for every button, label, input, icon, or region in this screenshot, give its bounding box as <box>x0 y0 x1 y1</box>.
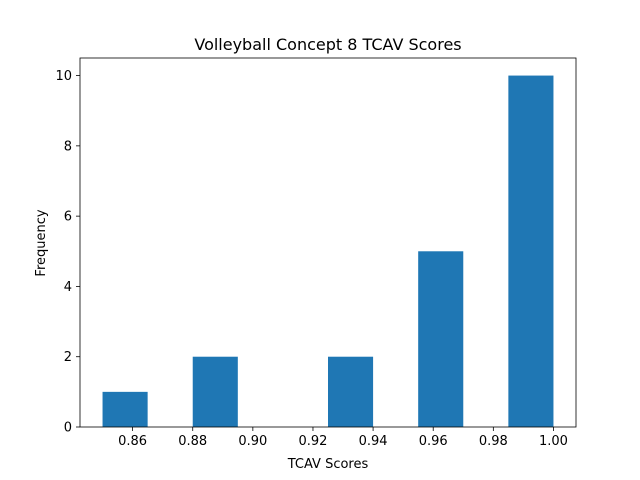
y-tick-label: 8 <box>64 139 72 154</box>
y-tick-label: 10 <box>55 69 72 84</box>
y-tick-label: 2 <box>64 350 72 365</box>
y-tick-label: 6 <box>64 210 72 225</box>
histogram-bar <box>328 356 374 427</box>
bars-group <box>102 75 554 428</box>
histogram-bar <box>102 391 148 427</box>
histogram-bar <box>192 356 238 427</box>
y-tick-label: 4 <box>64 280 72 295</box>
x-tick-label: 0.94 <box>359 434 388 449</box>
y-axis-ticks: 0 2 4 6 8 10 <box>55 69 80 436</box>
axes-frame <box>79 57 577 428</box>
x-tick-label: 0.92 <box>298 434 327 449</box>
chart-title: Volleyball Concept 8 TCAV Scores <box>194 35 461 54</box>
y-axis-label: Frequency <box>34 209 49 276</box>
x-tick-label: 0.90 <box>238 434 267 449</box>
x-tick-label: 1.00 <box>539 434 568 449</box>
histogram-bar <box>418 251 464 427</box>
y-tick-label: 0 <box>64 421 72 436</box>
histogram-bar <box>508 75 554 428</box>
x-axis-label: TCAV Scores <box>287 457 369 472</box>
x-tick-label: 0.88 <box>178 434 207 449</box>
x-tick-label: 0.86 <box>118 434 147 449</box>
x-tick-label: 0.98 <box>479 434 508 449</box>
x-tick-label: 0.96 <box>419 434 448 449</box>
x-axis-ticks: 0.86 0.88 0.90 0.92 0.94 0.96 0.98 1.00 <box>118 427 568 449</box>
